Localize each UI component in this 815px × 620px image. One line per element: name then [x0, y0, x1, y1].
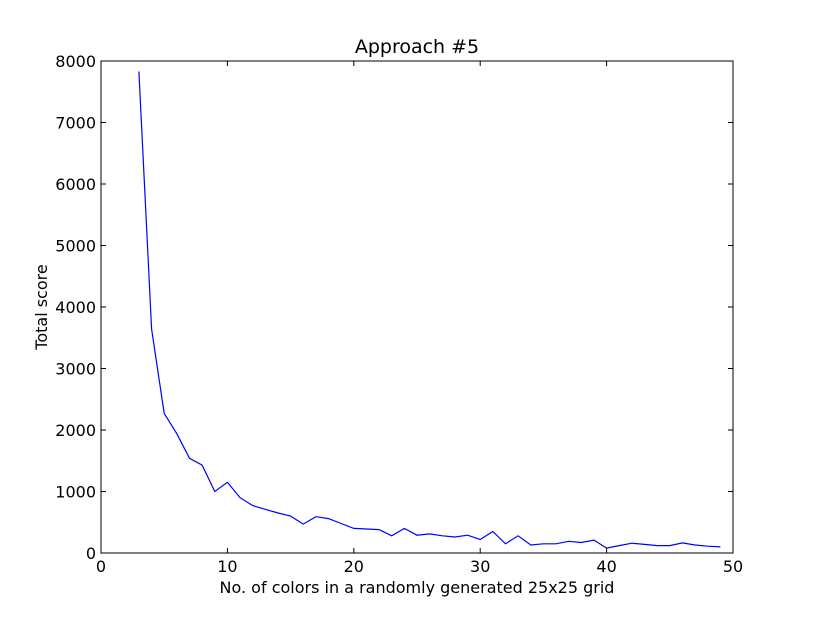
y-tick-label: 1000 [55, 483, 96, 502]
x-tick-label: 0 [96, 557, 106, 576]
y-tick-label: 4000 [55, 298, 96, 317]
y-axis-label: Total score [32, 264, 51, 350]
x-tick-label: 10 [217, 557, 237, 576]
y-tick-label: 7000 [55, 114, 96, 133]
y-tick-label: 3000 [55, 360, 96, 379]
y-tick-label: 0 [86, 544, 96, 563]
y-tick-label: 8000 [55, 52, 96, 71]
plot-area: 0 10 20 30 40 50 0 1000 2000 3000 4000 5000 6000 7000… [55, 52, 743, 576]
axes-frame [101, 61, 733, 553]
y-tick-label: 6000 [55, 175, 96, 194]
y-tick-label: 2000 [55, 421, 96, 440]
x-tick-label: 20 [344, 557, 364, 576]
x-tick-label: 40 [596, 557, 616, 576]
chart-title: Approach #5 [355, 36, 479, 58]
x-axis-label: No. of colors in a randomly generated 25… [220, 578, 615, 597]
x-tick-label: 30 [470, 557, 490, 576]
y-tick-label: 5000 [55, 237, 96, 256]
x-tick-label: 50 [723, 557, 743, 576]
